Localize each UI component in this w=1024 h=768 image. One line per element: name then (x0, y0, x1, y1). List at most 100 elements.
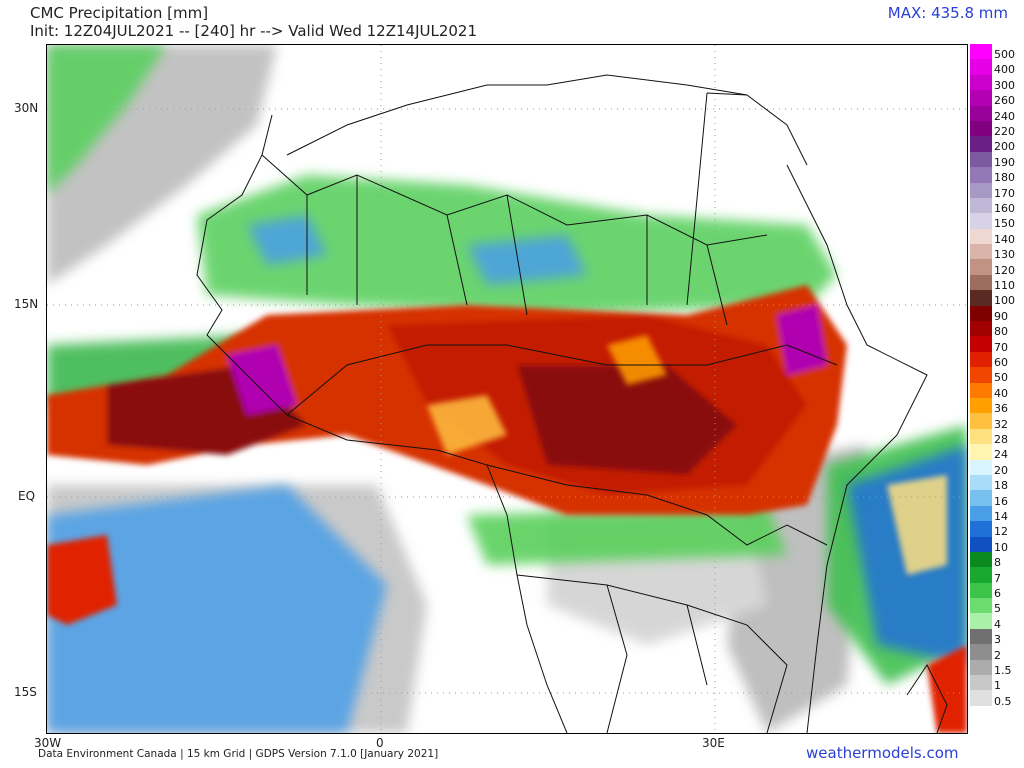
legend-swatch (970, 105, 992, 121)
legend-swatch (970, 290, 992, 306)
legend-value-label: 16 (994, 494, 1008, 508)
legend-swatch (970, 136, 992, 152)
legend-value-label: 4 (994, 617, 1001, 631)
legend-swatch (970, 213, 992, 229)
legend-swatch (970, 336, 992, 352)
legend-value-label: 36 (994, 402, 1008, 416)
legend-swatch (970, 167, 992, 183)
legend-swatch (970, 367, 992, 383)
legend-value-label: 24 (994, 448, 1008, 462)
legend-value-label: 1 (994, 679, 1001, 693)
legend-value-label: 40 (994, 386, 1008, 400)
legend-swatch (970, 459, 992, 475)
legend-value-label: 1.5 (994, 664, 1012, 677)
legend-value-label: 80 (994, 325, 1008, 339)
legend-swatch (970, 690, 992, 706)
legend-swatch (970, 628, 992, 645)
legend-swatch (970, 321, 992, 337)
legend-swatch (970, 274, 992, 291)
map-canvas (47, 45, 967, 733)
legend-value-label: 130 (994, 248, 1015, 262)
legend-swatch (970, 567, 992, 583)
legend-value-label: 170 (994, 186, 1015, 200)
legend-value-label: 150 (994, 217, 1015, 231)
legend-swatch (970, 44, 992, 60)
legend-value-label: 28 (994, 433, 1008, 446)
init-valid-time: Init: 12Z04JUL2021 -- [240] hr --> Valid… (30, 22, 478, 40)
graticule (47, 45, 967, 733)
legend-swatch (970, 244, 992, 260)
legend-swatch (970, 351, 992, 368)
lat-label-eq: EQ (18, 489, 36, 503)
legend-value-label: 260 (994, 94, 1015, 108)
lat-label-15n: 15N (14, 297, 39, 311)
legend-value-label: 14 (994, 510, 1008, 523)
legend-value-label: 8 (994, 556, 1001, 570)
legend-value-label: 100 (994, 294, 1015, 308)
legend-value-label: 10 (994, 540, 1008, 554)
legend-value-label: 70 (994, 340, 1008, 354)
max-value: MAX: 435.8 mm (887, 4, 1008, 22)
legend-swatch (970, 397, 992, 414)
legend-value-label: 500 (994, 48, 1015, 61)
legend-swatch (970, 613, 992, 629)
legend-value-label: 110 (994, 279, 1015, 292)
legend-value-label: 7 (994, 571, 1001, 585)
lon-label-30e: 30E (702, 736, 725, 750)
legend-swatch (970, 413, 992, 429)
legend-swatch (970, 197, 992, 214)
legend-value-label: 20 (994, 463, 1008, 477)
legend-value-label: 300 (994, 78, 1015, 92)
lon-label-0: 0 (376, 736, 384, 750)
legend-value-label: 160 (994, 202, 1015, 215)
legend-value-label: 6 (994, 587, 1001, 600)
legend-swatch (970, 74, 992, 91)
legend-swatch (970, 428, 992, 445)
legend-value-label: 200 (994, 140, 1015, 154)
legend-swatch (970, 182, 992, 198)
legend-value-label: 190 (994, 155, 1015, 169)
data-credit: Data Environment Canada | 15 km Grid | G… (38, 748, 439, 760)
legend-swatch (970, 120, 992, 137)
legend-swatch (970, 444, 992, 460)
legend-value-label: 12 (994, 525, 1008, 539)
legend-swatch (970, 551, 992, 568)
legend-swatch (970, 228, 992, 245)
color-legend (970, 44, 992, 706)
legend-value-label: 32 (994, 417, 1008, 431)
legend-value-label: 240 (994, 109, 1015, 123)
legend-swatch (970, 382, 992, 398)
legend-value-label: 400 (994, 63, 1015, 77)
coastlines (196, 74, 948, 733)
legend-value-label: 60 (994, 356, 1008, 369)
legend-swatch (970, 505, 992, 522)
precipitation-map (46, 44, 968, 734)
legend-swatch (970, 582, 992, 599)
legend-value-label: 120 (994, 263, 1015, 277)
legend-swatch (970, 474, 992, 491)
legend-swatch (970, 659, 992, 676)
legend-swatch (970, 305, 992, 322)
legend-value-label: 5 (994, 602, 1001, 616)
legend-swatch (970, 536, 992, 552)
legend-swatch (970, 598, 992, 614)
lat-label-15s: 15S (14, 685, 37, 699)
legend-swatch (970, 151, 992, 168)
legend-swatch (970, 490, 992, 506)
legend-swatch (970, 259, 992, 275)
legend-value-label: 180 (994, 171, 1015, 185)
legend-value-label: 50 (994, 371, 1008, 385)
legend-value-label: 2 (994, 648, 1001, 662)
legend-value-label: 0.5 (994, 694, 1012, 708)
legend-swatch (970, 521, 992, 537)
chart-title: CMC Precipitation [mm] (30, 4, 209, 22)
legend-value-label: 18 (994, 479, 1008, 493)
legend-swatch (970, 644, 992, 660)
legend-swatch (970, 90, 992, 106)
legend-swatch (970, 59, 992, 75)
legend-value-label: 140 (994, 232, 1015, 246)
site-link[interactable]: weathermodels.com (806, 744, 959, 762)
legend-value-label: 3 (994, 633, 1001, 647)
lat-label-30n: 30N (14, 101, 39, 115)
legend-swatch (970, 675, 992, 691)
